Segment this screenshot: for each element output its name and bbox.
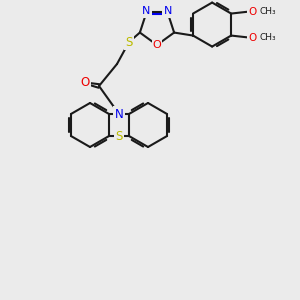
Text: CH₃: CH₃ (259, 33, 276, 42)
Text: N: N (115, 107, 123, 121)
Text: O: O (248, 7, 256, 16)
Text: O: O (80, 76, 90, 89)
Text: N: N (164, 6, 172, 16)
Text: O: O (153, 40, 161, 50)
Text: S: S (115, 130, 123, 142)
Text: CH₃: CH₃ (259, 7, 276, 16)
Text: N: N (142, 6, 151, 16)
Text: S: S (125, 35, 133, 49)
Text: O: O (248, 33, 256, 43)
